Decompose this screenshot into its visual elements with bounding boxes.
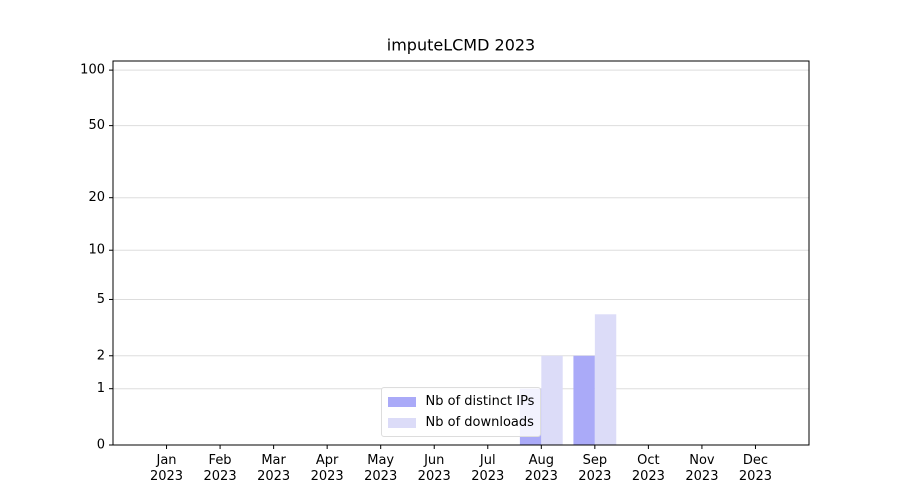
legend-swatch [387,417,416,428]
legend: Nb of distinct IPs Nb of downloads [380,387,542,437]
bar [594,314,617,445]
y-tick-label: 50 [88,118,105,133]
x-tick-label: May 2023 [364,453,398,484]
legend-label: Nb of distinct IPs [425,394,535,409]
y-tick-label: 100 [80,63,105,78]
x-tick-label: Oct 2023 [631,453,665,484]
y-tick-label: 10 [88,243,105,258]
x-tick-label: Dec 2023 [738,453,772,484]
x-tick-label: Jun 2023 [417,453,451,484]
chart-title: imputeLCMD 2023 [387,36,535,55]
y-tick-label: 2 [97,348,105,363]
x-tick-label: Jan 2023 [149,453,184,484]
bar [573,355,595,445]
x-tick-label: Apr 2023 [310,453,344,484]
plot-frame [112,60,810,446]
x-tick-label: Feb 2023 [203,453,237,484]
y-tick-label: 5 [97,292,105,307]
x-tick-label: Sep 2023 [578,453,612,484]
legend-item: Nb of distinct IPs [387,391,535,412]
legend-item: Nb of downloads [387,412,535,433]
x-tick-label: Nov 2023 [685,453,719,484]
y-tick-label: 20 [88,190,105,205]
bar [541,355,563,445]
x-tick-label: Mar 2023 [257,453,291,484]
y-tick-label: 1 [97,381,105,396]
x-tick-label: Jul 2023 [471,453,505,484]
legend-swatch [387,396,416,407]
y-tick-label: 0 [97,438,105,453]
x-tick-label: Aug 2023 [524,453,558,484]
legend-label: Nb of downloads [425,415,534,430]
